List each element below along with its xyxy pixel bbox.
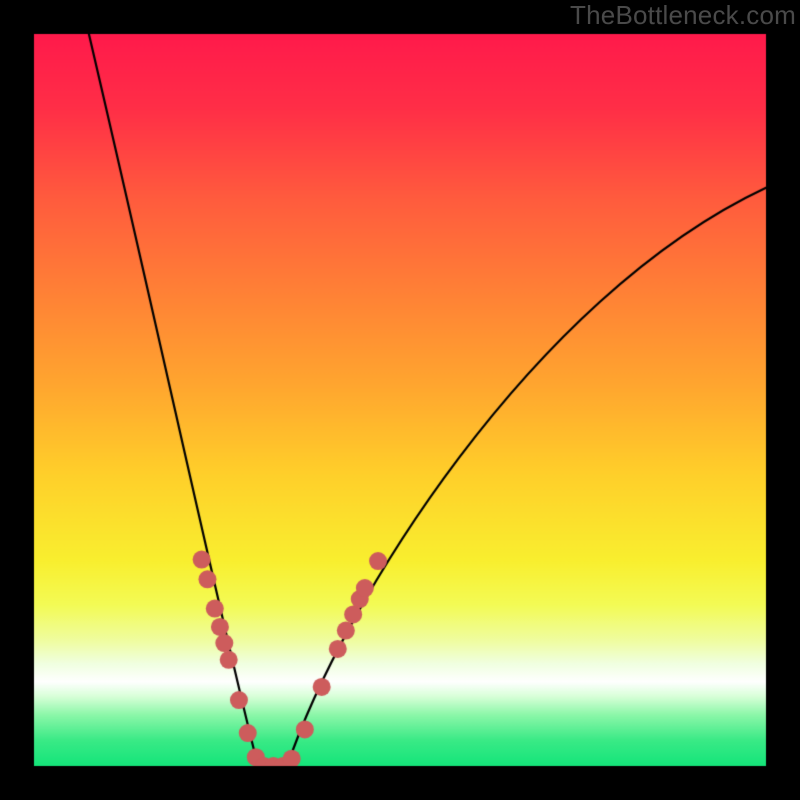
bottleneck-chart bbox=[0, 0, 800, 800]
watermark-text: TheBottleneck.com bbox=[570, 0, 796, 31]
